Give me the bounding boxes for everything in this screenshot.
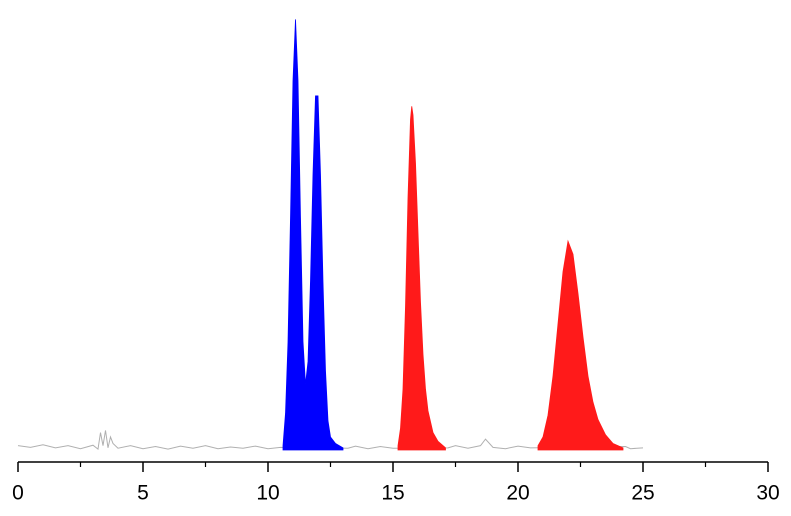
x-tick-label: 25 <box>631 482 654 505</box>
x-tick-label: 15 <box>381 482 404 505</box>
x-tick-label: 0 <box>12 482 24 505</box>
baseline-trace <box>17 430 644 451</box>
x-tick-label: 10 <box>256 482 279 505</box>
x-tick-label: 30 <box>756 482 779 505</box>
peak-area <box>397 106 446 451</box>
peak-area <box>537 239 624 451</box>
x-tick-label: 5 <box>137 482 149 505</box>
x-tick-label: 20 <box>506 482 529 505</box>
peak-area <box>282 19 344 451</box>
